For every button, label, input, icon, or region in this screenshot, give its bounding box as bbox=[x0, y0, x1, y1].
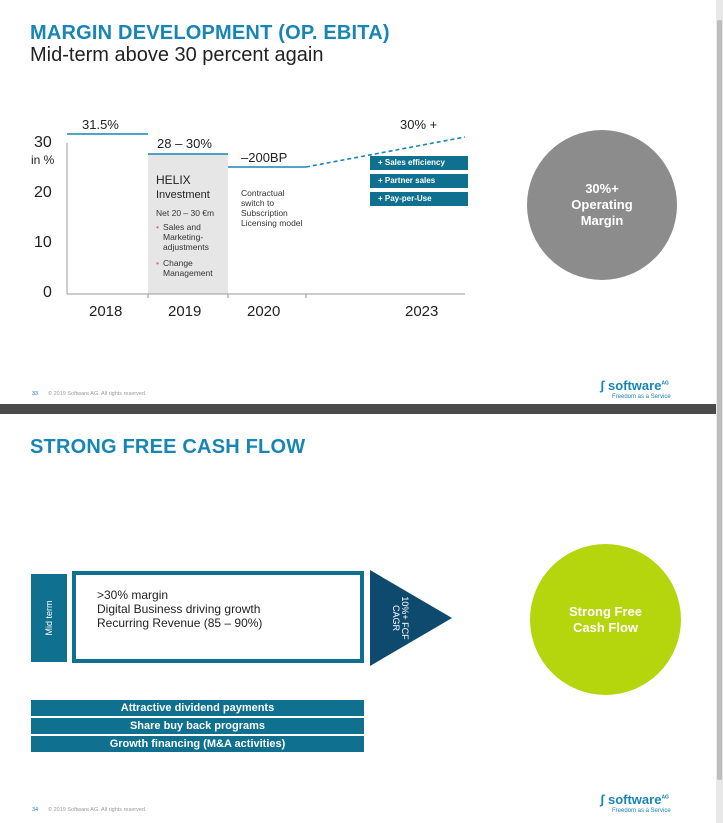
logo-tagline: Freedom as a Service bbox=[612, 394, 671, 400]
label-2023: 30% + bbox=[400, 117, 438, 132]
mid-term-tab: Mid term bbox=[31, 574, 67, 662]
bullet-dot: • bbox=[156, 258, 159, 268]
lever-partner-sales: + Partner sales bbox=[370, 174, 468, 188]
label-2020: –200BP bbox=[241, 150, 288, 165]
x-tick-2019: 2019 bbox=[168, 303, 202, 320]
bar-dividend: Attractive dividend payments bbox=[31, 700, 364, 716]
strong-fcf-circle: Strong Free Cash Flow bbox=[530, 544, 681, 695]
logo-mark-icon: ʃ bbox=[600, 792, 605, 807]
y-unit-label: in % bbox=[31, 153, 55, 167]
helix-background bbox=[148, 154, 228, 294]
logo-tagline: Freedom as a Service bbox=[612, 808, 671, 814]
slide-margin-development: MARGIN DEVELOPMENT (OP. EBITA) Mid-term … bbox=[0, 0, 716, 404]
copyright: © 2019 Software AG. All rights reserved. bbox=[48, 807, 147, 813]
x-tick-2018: 2018 bbox=[89, 303, 123, 320]
x-tick-2023: 2023 bbox=[405, 303, 439, 320]
page-number: 33 bbox=[32, 391, 39, 397]
copyright: © 2019 Software AG. All rights reserved. bbox=[48, 391, 147, 397]
segment-2023 bbox=[305, 136, 466, 168]
y-tick-20: 20 bbox=[34, 184, 52, 201]
slide-title: STRONG FREE CASH FLOW bbox=[30, 436, 306, 458]
slide-title: MARGIN DEVELOPMENT (OP. EBITA) bbox=[30, 22, 390, 44]
y-tick-10: 10 bbox=[34, 234, 52, 251]
bar-growth-financing: Growth financing (M&A activities) bbox=[31, 736, 364, 752]
helix-title: HELIX bbox=[156, 173, 191, 187]
fcf-arrow bbox=[370, 570, 452, 666]
target-margin: >30% margin bbox=[97, 588, 169, 602]
mid-term-targets-box: >30% margin Digital Business driving gro… bbox=[72, 571, 364, 663]
bar-buyback: Share buy back programs bbox=[31, 718, 364, 734]
software-ag-logo: ʃ softwareAG bbox=[600, 378, 669, 393]
fcf-cagr-label: 10%+ FCF CAGR bbox=[391, 596, 410, 640]
target-digital-business: Digital Business driving growth bbox=[97, 602, 261, 616]
label-2019: 28 – 30% bbox=[157, 136, 212, 151]
helix-bullet: • Sales and Marketing-adjustments bbox=[156, 222, 209, 252]
helix-bullet: • Change Management bbox=[156, 258, 213, 278]
label-2018: 31.5% bbox=[82, 117, 119, 132]
bullet-dot: • bbox=[156, 222, 159, 232]
page-number: 34 bbox=[32, 807, 39, 813]
slide-free-cash-flow: STRONG FREE CASH FLOW Mid term >30% marg… bbox=[0, 414, 716, 823]
helix-subtitle: Investment bbox=[156, 189, 210, 201]
scrollbar-thumb[interactable] bbox=[717, 20, 722, 780]
lever-sales-efficiency: + Sales efficiency bbox=[370, 156, 468, 170]
contractual-note: Contractual switch to Subscription Licen… bbox=[241, 188, 303, 228]
helix-net: Net 20 – 30 €m bbox=[156, 208, 215, 218]
software-ag-logo: ʃ softwareAG bbox=[600, 792, 669, 807]
logo-mark-icon: ʃ bbox=[600, 378, 605, 393]
y-tick-0: 0 bbox=[43, 284, 52, 301]
target-recurring-revenue: Recurring Revenue (85 – 90%) bbox=[97, 616, 263, 630]
x-tick-2020: 2020 bbox=[247, 303, 281, 320]
operating-margin-circle: 30%+ Operating Margin bbox=[527, 130, 677, 280]
lever-pay-per-use: + Pay-per-Use bbox=[370, 192, 468, 206]
margin-chart bbox=[66, 133, 466, 298]
y-tick-30: 30 bbox=[34, 134, 52, 151]
slide-subtitle: Mid-term above 30 percent again bbox=[30, 44, 324, 66]
